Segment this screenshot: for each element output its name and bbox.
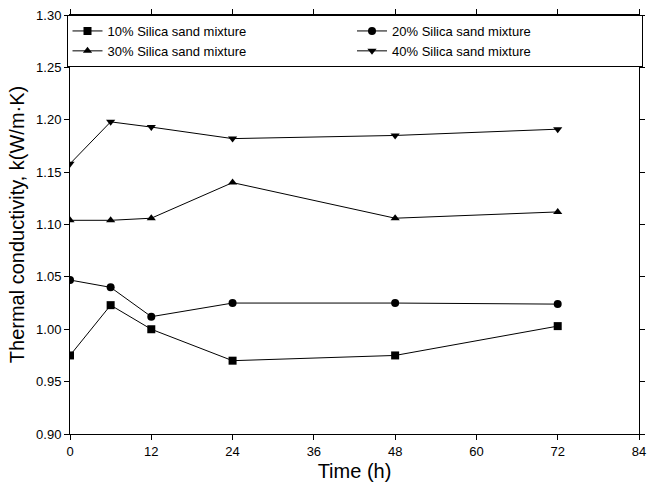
svg-text:0.90: 0.90 bbox=[36, 427, 61, 442]
svg-text:12: 12 bbox=[144, 444, 158, 459]
svg-text:0.95: 0.95 bbox=[36, 374, 61, 389]
svg-text:1.25: 1.25 bbox=[36, 60, 61, 75]
svg-text:0: 0 bbox=[66, 444, 73, 459]
svg-text:20% Silica sand mixture: 20% Silica sand mixture bbox=[392, 24, 531, 39]
svg-text:24: 24 bbox=[225, 444, 239, 459]
svg-text:Time (h): Time (h) bbox=[318, 460, 392, 482]
svg-text:1.20: 1.20 bbox=[36, 112, 61, 127]
svg-text:1.05: 1.05 bbox=[36, 269, 61, 284]
svg-text:36: 36 bbox=[307, 444, 321, 459]
svg-text:60: 60 bbox=[469, 444, 483, 459]
svg-text:40% Silica sand mixture: 40% Silica sand mixture bbox=[392, 44, 531, 59]
svg-text:1.10: 1.10 bbox=[36, 217, 61, 232]
svg-text:48: 48 bbox=[388, 444, 402, 459]
svg-text:10% Silica sand mixture: 10% Silica sand mixture bbox=[108, 24, 247, 39]
svg-text:Thermal conductivity, k(W/m·K): Thermal conductivity, k(W/m·K) bbox=[6, 86, 28, 363]
svg-text:1.00: 1.00 bbox=[36, 322, 61, 337]
svg-text:84: 84 bbox=[632, 444, 646, 459]
svg-text:72: 72 bbox=[550, 444, 564, 459]
svg-text:1.15: 1.15 bbox=[36, 165, 61, 180]
svg-text:1.30: 1.30 bbox=[36, 8, 61, 23]
svg-text:30% Silica sand mixture: 30% Silica sand mixture bbox=[108, 44, 247, 59]
